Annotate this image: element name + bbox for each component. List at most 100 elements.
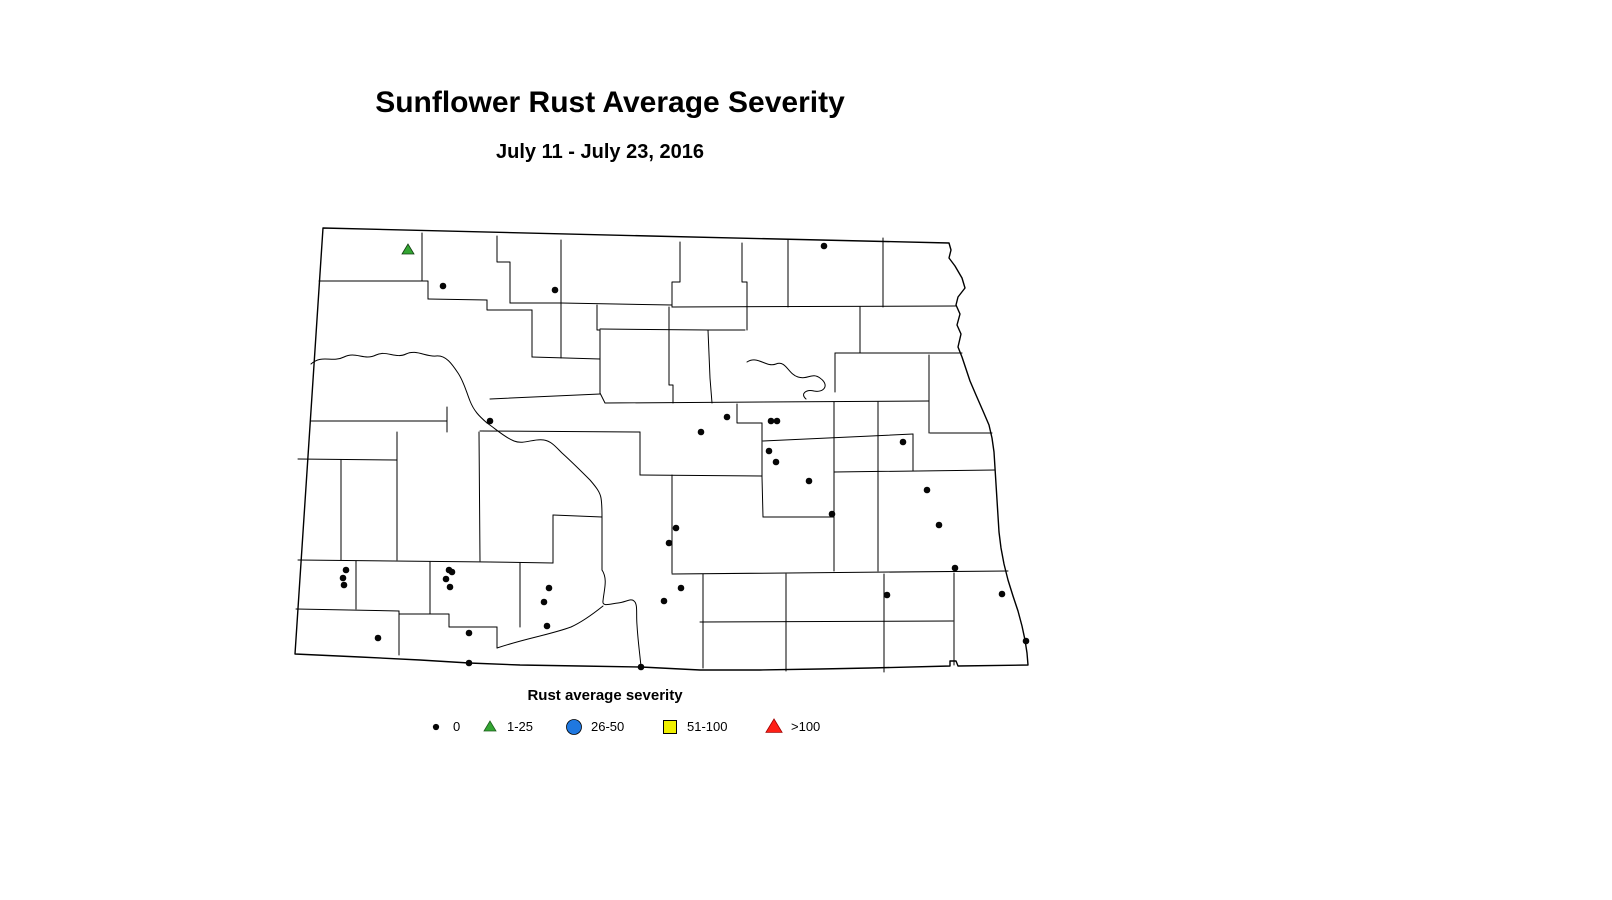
severity-point-0: [540, 598, 548, 606]
county-boundary-line: [833, 469, 996, 473]
county-boundary-line: [599, 328, 709, 331]
county-boundary-line: [699, 620, 954, 623]
county-boundary-line: [489, 561, 554, 564]
triangle-legend-icon: [765, 718, 783, 733]
county-boundary-line: [668, 306, 674, 404]
severity-point-0: [465, 659, 473, 667]
county-boundary-line: [639, 474, 763, 477]
county-boundary-line: [671, 305, 957, 308]
severity-point-0: [342, 566, 350, 574]
triangle-icon: [765, 718, 783, 733]
severity-point-0: [374, 634, 382, 642]
county-boundary-line: [552, 514, 603, 518]
legend-item-2650: 26-50: [562, 714, 624, 738]
severity-point-0: [697, 428, 705, 436]
chart-title: Sunflower Rust Average Severity: [375, 86, 845, 119]
severity-point-0: [339, 574, 347, 582]
severity-point-0: [442, 575, 450, 583]
county-boundary-line: [671, 570, 1009, 575]
legend-title: Rust average severity: [527, 687, 683, 704]
county-boundary-line: [295, 608, 400, 612]
county-boundary-line: [496, 235, 511, 304]
legend-label: >100: [791, 718, 821, 734]
severity-point-0: [820, 242, 828, 250]
severity-point-0: [899, 438, 907, 446]
severity-point-0: [883, 591, 891, 599]
legend-item-51100: 51-100: [658, 714, 727, 738]
severity-point-0: [677, 584, 685, 592]
severity-point-0: [935, 521, 943, 529]
severity-point-0: [465, 629, 473, 637]
severity-point-0: [439, 282, 447, 290]
legend-item-0: 0: [424, 714, 460, 738]
severity-point-0: [340, 581, 348, 589]
severity-point-0: [665, 539, 673, 547]
state-outline: [294, 227, 1029, 671]
data-points: [339, 242, 1030, 671]
triangle-legend-icon: [483, 720, 497, 732]
circle-icon: [566, 719, 582, 735]
dot-legend-icon: [432, 723, 440, 731]
county-boundary-line: [531, 356, 601, 360]
legend-label: 0: [453, 718, 461, 734]
county-boundary-line: [486, 299, 533, 311]
county-boundary-line: [707, 329, 713, 404]
severity-point-0: [672, 524, 680, 532]
severity-point-0: [765, 447, 773, 455]
severity-point-0: [772, 458, 780, 466]
county-boundary-line: [478, 431, 481, 562]
county-boundaries: [295, 232, 1009, 673]
severity-point-0: [828, 510, 836, 518]
severity-point-0: [998, 590, 1006, 598]
severity-point-0: [543, 622, 551, 630]
triangle-icon: [483, 720, 497, 732]
county-boundary-line: [762, 433, 914, 442]
severity-point-0: [723, 413, 731, 421]
county-boundary-line: [297, 458, 398, 461]
legend-item-125: 1-25: [478, 714, 533, 738]
county-boundary-line: [736, 403, 763, 424]
legend-label: 1-25: [507, 718, 534, 734]
severity-point-0: [660, 597, 668, 605]
severity-point-125: [401, 243, 415, 255]
severity-point-0: [923, 486, 931, 494]
square-icon: [663, 720, 677, 734]
county-boundary-line: [746, 359, 826, 400]
severity-point-0: [773, 417, 781, 425]
county-boundary-line: [599, 392, 930, 404]
county-boundary-line: [560, 302, 673, 306]
legend: 0 1-25 26-50 51-100 >100: [0, 714, 900, 738]
square-legend-icon: [663, 720, 677, 734]
severity-point-0: [545, 584, 553, 592]
dot-icon: [432, 723, 440, 731]
county-boundary-line: [310, 351, 488, 424]
county-boundary-line: [496, 605, 604, 649]
severity-point-0: [637, 663, 645, 671]
legend-label: 51-100: [687, 718, 728, 734]
severity-point-0: [805, 477, 813, 485]
county-boundary-line: [596, 304, 601, 394]
county-boundary-line: [479, 430, 641, 433]
circle-legend-icon: [566, 719, 582, 735]
legend-item-100: >100: [762, 714, 820, 738]
county-boundary-line: [398, 613, 498, 628]
county-boundary-line: [421, 232, 429, 300]
county-boundary-line: [761, 422, 764, 518]
severity-point-0: [951, 564, 959, 572]
severity-point-0: [1022, 637, 1030, 645]
legend-label: 26-50: [591, 718, 625, 734]
county-boundary-line: [671, 241, 681, 308]
county-boundary-line: [601, 569, 642, 668]
severity-point-0: [448, 568, 456, 576]
county-boundary-line: [297, 559, 491, 563]
chart-subtitle: July 11 - July 23, 2016: [496, 141, 704, 163]
severity-point-0: [486, 417, 494, 425]
county-boundary-line: [427, 298, 488, 301]
severity-point-0: [551, 286, 559, 294]
county-boundary-line: [489, 393, 601, 400]
county-boundary-line: [741, 242, 748, 331]
county-boundary-line: [486, 422, 603, 518]
severity-point-0: [767, 417, 775, 425]
